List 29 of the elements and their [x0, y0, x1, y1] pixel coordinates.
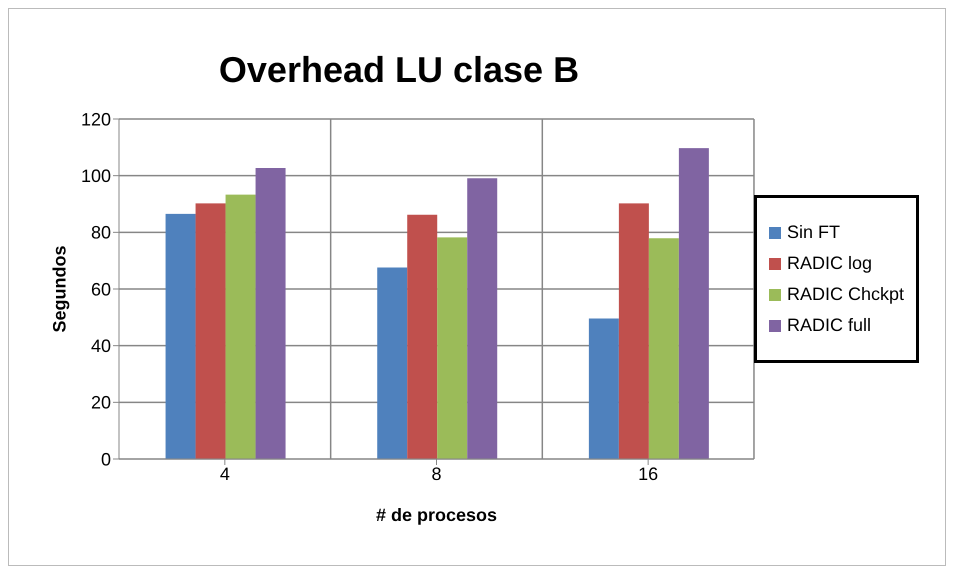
bar: [256, 168, 286, 459]
legend-label: Sin FT: [786, 222, 840, 243]
x-tick-label: 8: [431, 464, 442, 484]
bar: [226, 194, 256, 459]
x-axis-title: # de procesos: [376, 505, 498, 525]
legend-label: RADIC Chckpt: [786, 284, 904, 305]
bar: [166, 214, 196, 459]
y-tick-label: 20: [90, 392, 111, 413]
y-tick-label: 0: [100, 449, 111, 470]
bar: [648, 238, 679, 459]
bar: [437, 237, 468, 459]
bar: [407, 214, 438, 459]
y-tick-label: 40: [90, 336, 111, 356]
chart-title: Overhead LU clase B: [218, 49, 580, 91]
bar: [678, 148, 709, 459]
y-tick-label: 120: [80, 109, 111, 130]
bar: [467, 178, 498, 459]
bar: [618, 203, 649, 459]
x-tick-label: 16: [638, 464, 658, 484]
y-tick-label: 60: [90, 279, 111, 300]
bar: [196, 203, 226, 459]
bar: [588, 318, 619, 459]
y-tick-label: 100: [80, 166, 111, 186]
bar: [377, 267, 408, 459]
y-tick-label: 80: [90, 222, 111, 243]
y-axis-title: Segundos: [49, 245, 70, 333]
legend-label: RADIC full: [786, 315, 871, 336]
x-tick-label: 4: [220, 464, 230, 484]
legend-label: RADIC log: [786, 253, 872, 274]
